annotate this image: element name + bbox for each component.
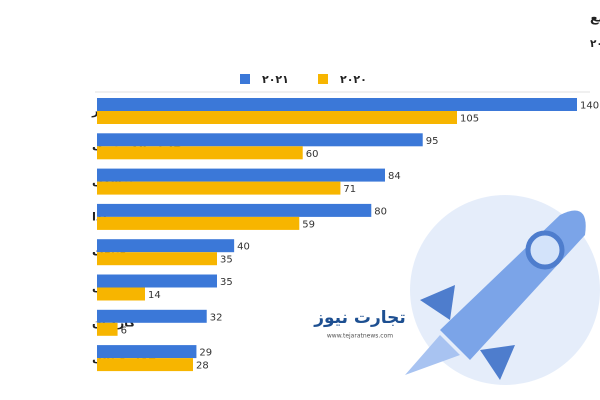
value-label: 40	[237, 242, 250, 253]
bar	[97, 216, 300, 230]
value-label: 80	[374, 206, 387, 217]
bar	[97, 345, 197, 359]
legend-swatch	[318, 74, 328, 84]
value-label: 60	[306, 149, 319, 160]
bar	[97, 111, 457, 124]
chart-title: تعداد استارتاپ‌های تاسیس شده در آلمان به…	[590, 10, 600, 25]
bar	[97, 322, 118, 336]
value-label: 71	[343, 184, 356, 195]
bar	[97, 146, 303, 160]
value-label: 84	[388, 171, 401, 182]
legend-label: ۲۰۲۰	[340, 73, 367, 86]
legend-swatch	[240, 74, 250, 84]
bar	[97, 181, 341, 195]
bar	[97, 239, 235, 253]
value-label: 59	[302, 219, 315, 230]
value-label: 6	[121, 325, 127, 336]
bar	[97, 309, 207, 323]
bar	[97, 203, 372, 217]
rocket-illustration	[405, 195, 600, 385]
watermark-url: www.tejaratnews.com	[327, 333, 393, 340]
legend-label: ۲۰۲۱	[262, 73, 289, 86]
value-label: 140	[580, 101, 599, 112]
bar	[97, 287, 145, 301]
value-label: 14	[148, 290, 161, 301]
chart-subtitle: در سه ماهه دوم سال ۲۰۲۰ و سه ماهه دوم سا…	[590, 38, 600, 50]
value-label: 35	[220, 277, 233, 288]
value-label: 35	[220, 255, 233, 266]
bar	[97, 168, 385, 182]
bar	[97, 252, 217, 266]
bar	[97, 274, 217, 288]
value-label: 95	[426, 136, 439, 147]
bar	[97, 98, 577, 111]
bar	[97, 358, 193, 372]
bar	[97, 133, 423, 147]
value-label: 28	[196, 361, 209, 372]
value-label: 32	[210, 312, 223, 323]
value-label: 105	[460, 114, 479, 125]
watermark: تجارت نیوز	[313, 308, 406, 328]
value-label: 29	[199, 348, 212, 359]
